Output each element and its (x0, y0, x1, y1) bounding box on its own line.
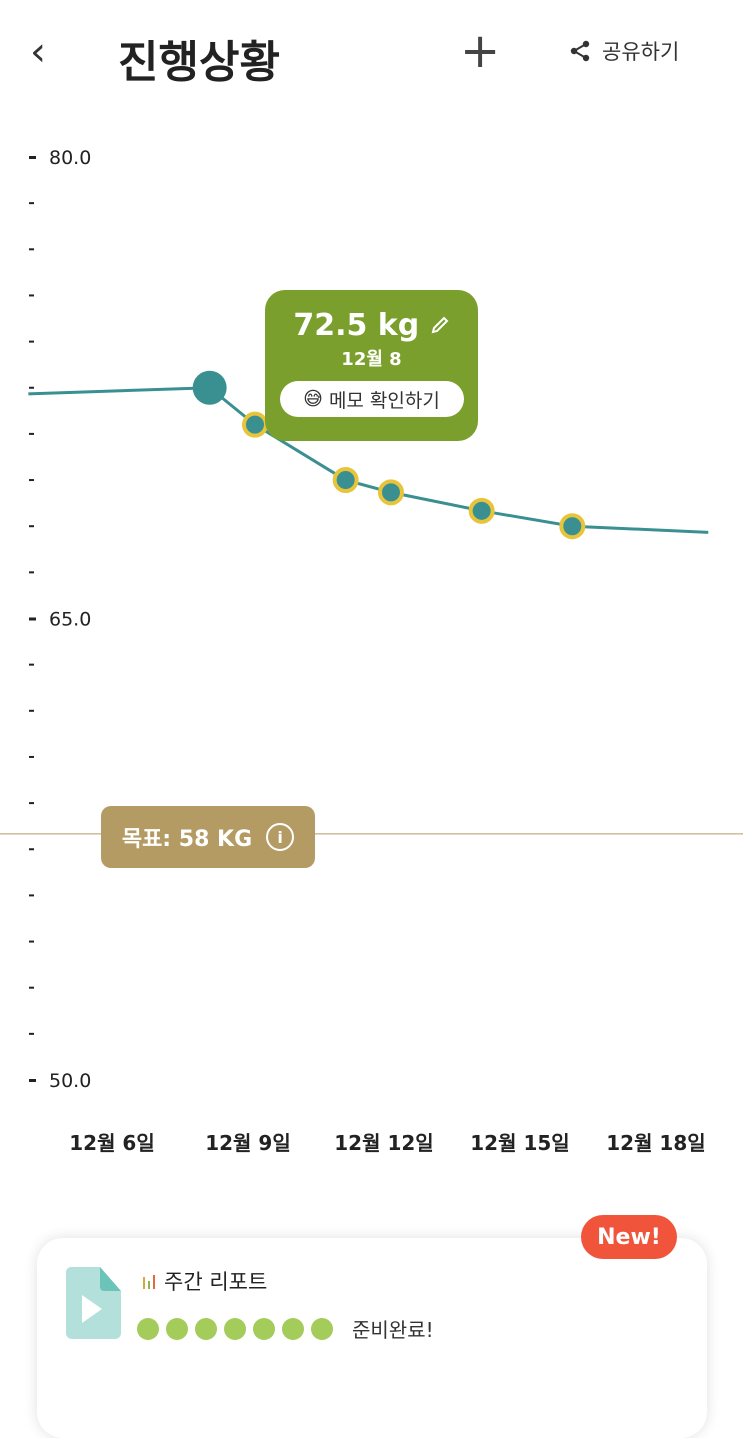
share-label: 공유하기 (602, 40, 680, 64)
x-tick-label: 12월 6일 (69, 1131, 155, 1155)
video-file-icon (66, 1267, 121, 1339)
y-tick (29, 894, 34, 897)
x-tick-label: 12월 9일 (205, 1131, 291, 1155)
y-tick (29, 755, 34, 758)
y-tick (29, 479, 34, 482)
new-badge: New! (581, 1215, 677, 1259)
y-tick (29, 525, 34, 528)
page-title: 진행상황 (118, 37, 280, 88)
x-tick-label: 12월 15일 (470, 1131, 569, 1155)
y-tick (29, 617, 36, 621)
y-tick (29, 156, 36, 159)
y-tick (29, 802, 34, 805)
progress-dot (195, 1317, 217, 1340)
memo-button[interactable]: 😅 메모 확인하기 (279, 381, 464, 417)
data-point (468, 497, 495, 524)
emoji-icon: 😅 (303, 388, 323, 410)
y-tick (29, 848, 34, 851)
share-icon (570, 40, 590, 62)
data-point (559, 513, 586, 540)
y-tick-label: 65.0 (49, 609, 91, 631)
plus-icon[interactable]: + (460, 23, 501, 79)
progress-dot (282, 1317, 304, 1340)
progress-dot (166, 1317, 188, 1340)
progress-dot (253, 1317, 275, 1340)
report-title-row: 주간 리포트 (142, 1266, 267, 1296)
y-tick (29, 709, 34, 712)
report-title: 주간 리포트 (164, 1270, 268, 1294)
data-point (377, 479, 404, 506)
progress-dot (224, 1317, 246, 1340)
x-tick-label: 12월 18일 (606, 1131, 705, 1155)
y-tick (29, 386, 34, 389)
report-status: 준비완료! (352, 1318, 434, 1342)
tooltip-date: 12월 8 (341, 349, 402, 370)
y-tick (29, 432, 34, 435)
y-tick (29, 1032, 34, 1035)
y-tick-label: 50.0 (49, 1070, 91, 1092)
y-tick-label: 80.0 (49, 147, 91, 169)
goal-label: 목표: 58 KG (121, 827, 253, 852)
y-tick (29, 940, 34, 943)
y-tick (29, 1079, 36, 1082)
x-tick-label: 12월 12일 (334, 1131, 433, 1155)
tooltip-value: 72.5 kg (293, 308, 420, 343)
share-button[interactable]: 공유하기 (568, 36, 679, 66)
progress-dot (311, 1317, 333, 1340)
y-tick (29, 571, 34, 574)
y-tick (29, 663, 34, 666)
memo-label: 메모 확인하기 (328, 389, 440, 412)
weight-chart: 80.0 65.0 50.0 12월 6일 12월 9일 12월 12일 12월 15일 12… (0, 147, 743, 1155)
bar-chart-icon (143, 1275, 155, 1289)
y-tick (29, 248, 34, 251)
back-button[interactable]: ‹ (30, 29, 46, 75)
pencil-icon[interactable] (430, 315, 450, 335)
report-progress: 준비완료! (137, 1314, 434, 1343)
goal-badge[interactable]: 목표: 58 KG i (101, 806, 315, 868)
data-point (241, 411, 268, 438)
selected-point-tooltip[interactable]: 72.5 kg 12월 8 😅 메모 확인하기 (265, 290, 478, 441)
y-tick (29, 340, 34, 343)
y-tick (29, 294, 34, 297)
data-point (332, 467, 359, 494)
y-tick (29, 986, 34, 989)
info-icon[interactable]: i (266, 823, 295, 851)
selected-data-point (192, 370, 227, 405)
progress-dot (137, 1317, 159, 1340)
y-tick (29, 202, 34, 205)
